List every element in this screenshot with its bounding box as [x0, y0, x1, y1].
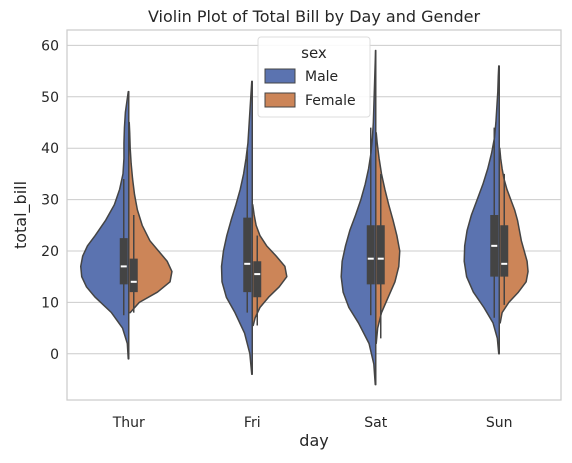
violin-layer	[80, 49, 529, 386]
legend: sex Male Female	[257, 36, 371, 118]
violin-male-fri	[220, 80, 253, 376]
legend-swatch-female	[264, 92, 296, 108]
legend-title: sex	[301, 44, 327, 62]
y-tick-label-50: 50	[41, 90, 59, 106]
y-tick-label-0: 0	[50, 347, 59, 363]
y-tick-label-20: 20	[41, 244, 59, 260]
x-tick-label-thur: Thur	[112, 415, 145, 431]
x-axis-label: day	[299, 431, 328, 450]
violin-male-sat	[340, 49, 377, 386]
x-tick-labels: Thur Fri Sat Sun	[112, 415, 513, 431]
y-axis-label: total_bill	[11, 181, 31, 249]
legend-label-female: Female	[305, 93, 356, 109]
violin-female-thur	[128, 121, 173, 314]
legend-swatch-male	[264, 68, 296, 84]
y-tick-label-40: 40	[41, 141, 59, 157]
x-tick-label-sun: Sun	[486, 415, 513, 431]
y-tick-labels: 0 10 20 30 40 50 60	[41, 38, 59, 362]
legend-label-male: Male	[305, 69, 338, 85]
x-tick-label-fri: Fri	[244, 415, 261, 431]
x-tick-label-sat: Sat	[364, 415, 387, 431]
violin-female-sun	[498, 147, 529, 324]
y-tick-label-60: 60	[41, 38, 59, 54]
violin-male-sun	[463, 65, 500, 355]
chart-title: Violin Plot of Total Bill by Day and Gen…	[148, 7, 481, 26]
y-tick-label-10: 10	[41, 295, 59, 311]
y-tick-label-30: 30	[41, 193, 59, 209]
violin-male-thur	[80, 90, 130, 360]
